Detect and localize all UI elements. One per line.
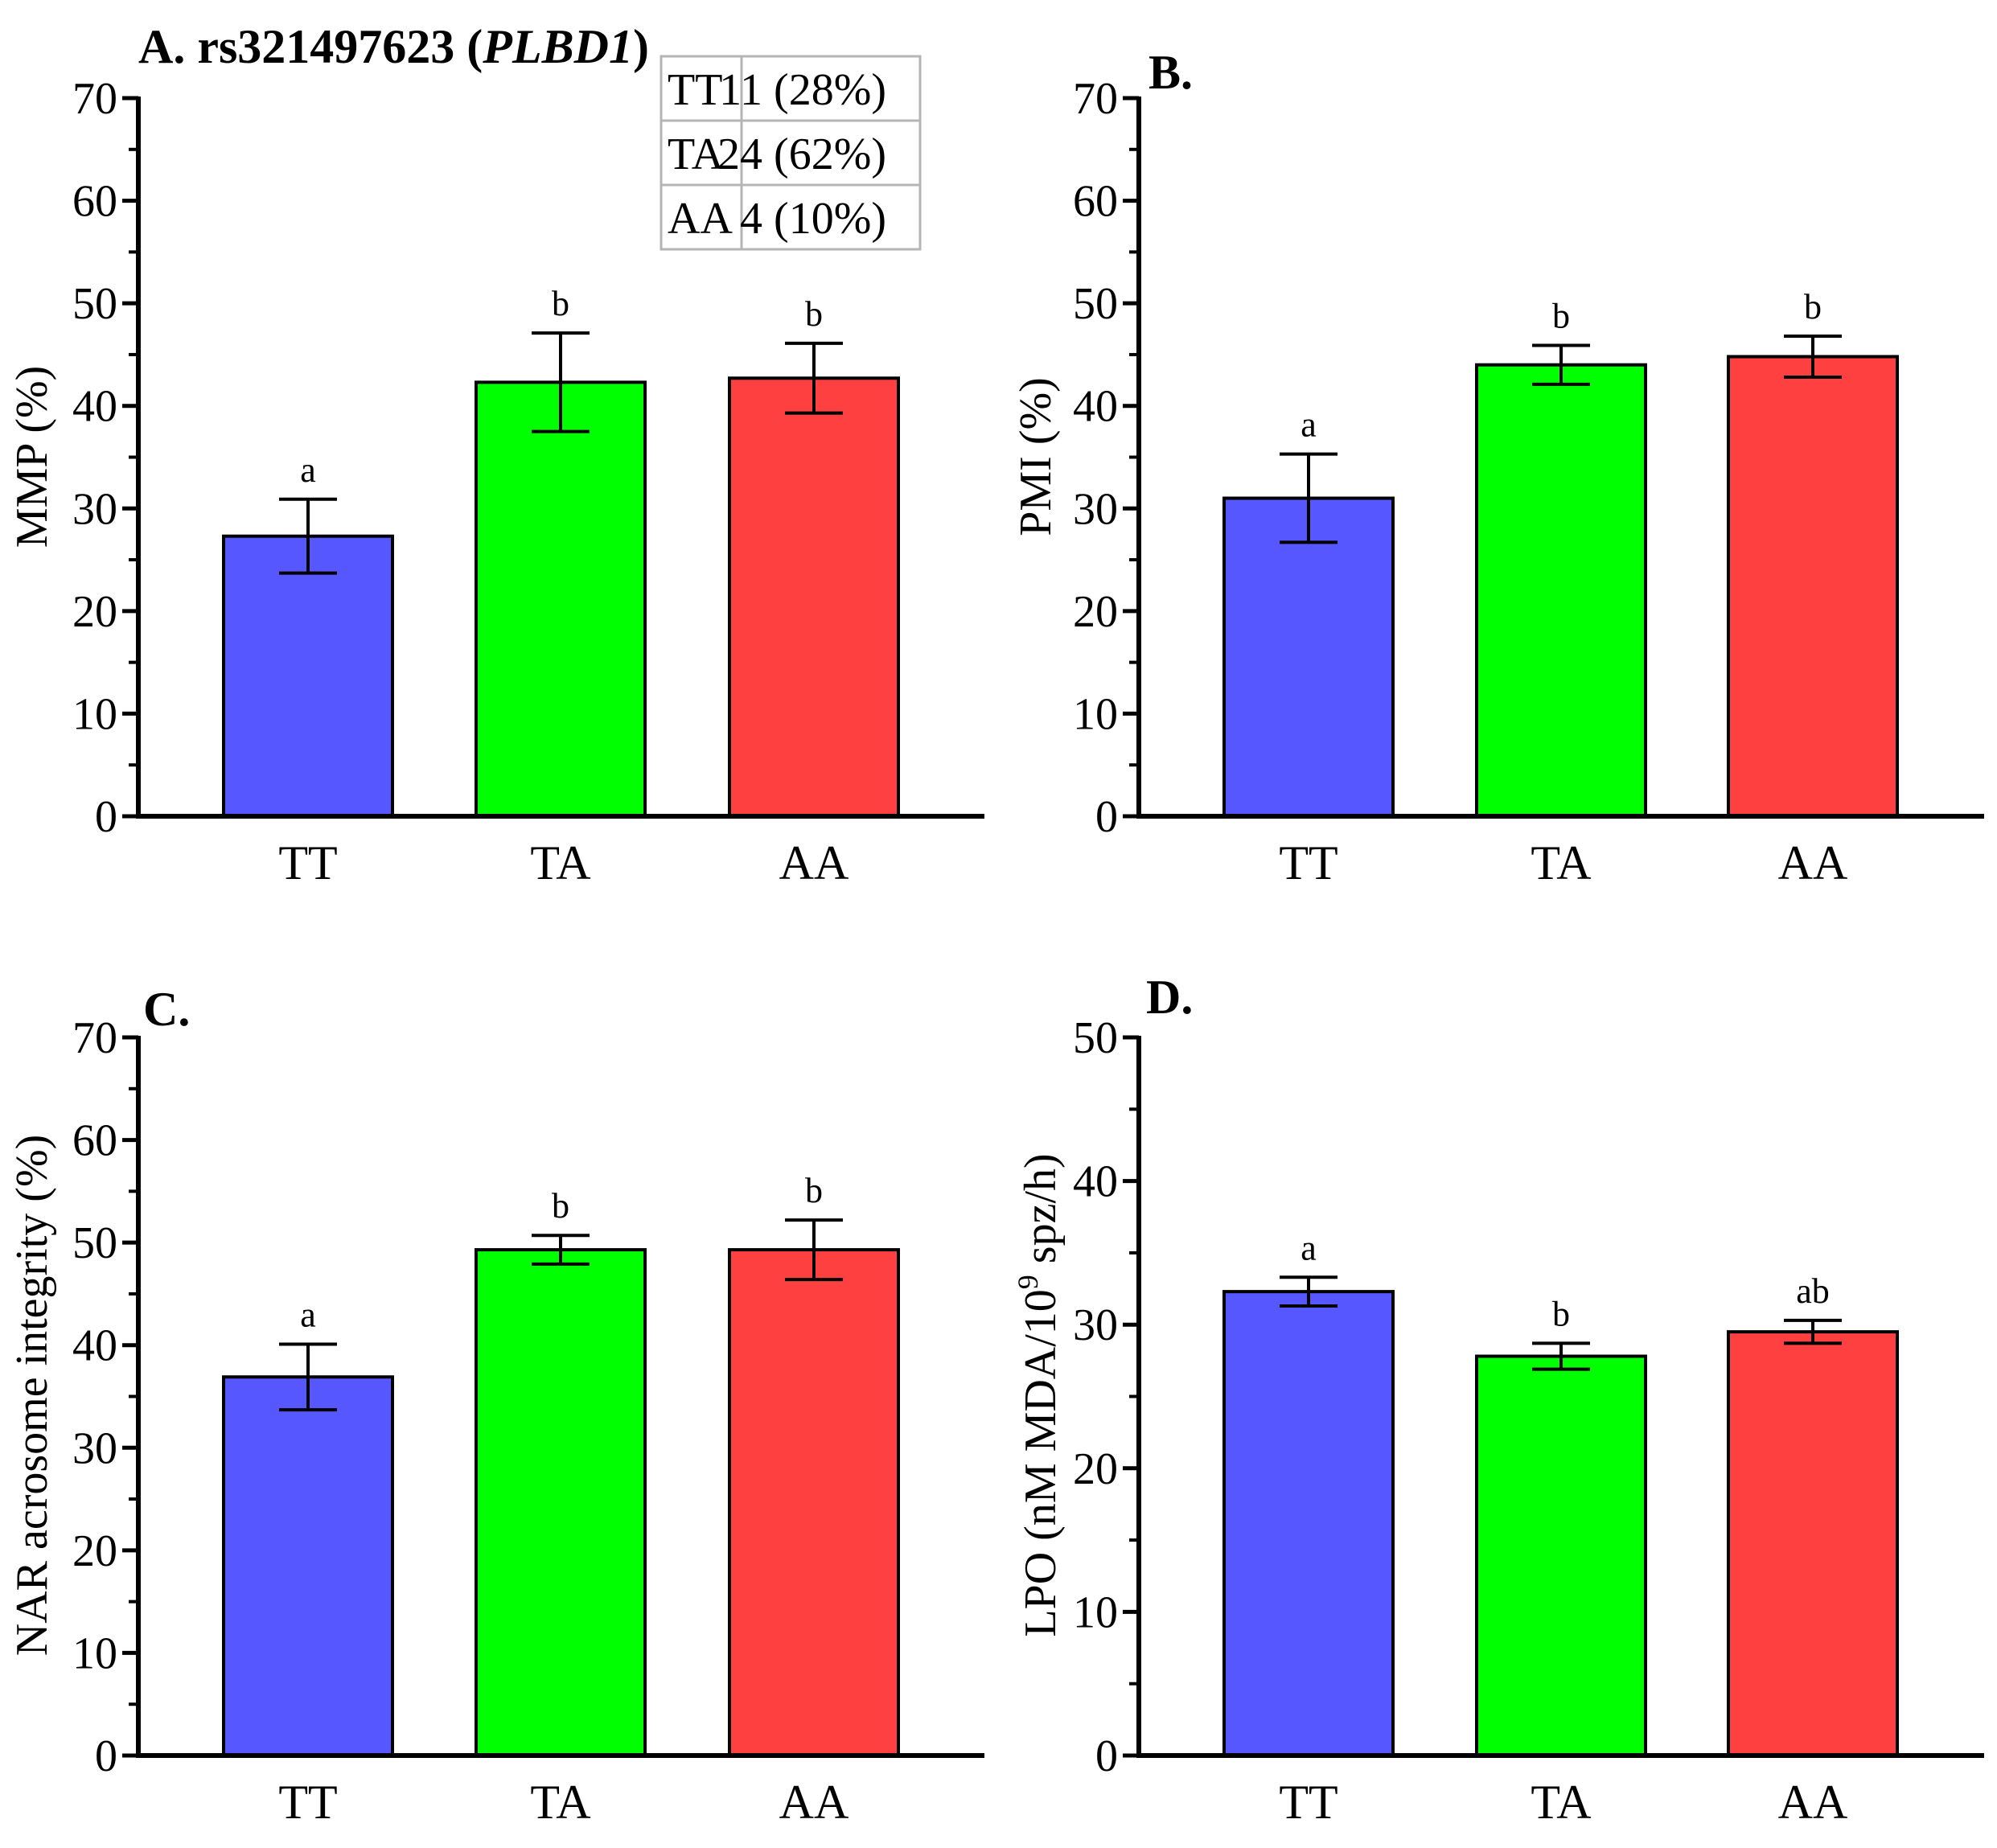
table-border [660, 55, 922, 251]
x-category-label: TT [278, 1776, 337, 1829]
bar-ta [475, 380, 647, 818]
bar-tt [222, 534, 394, 818]
y-tick-label: 60 [72, 1116, 117, 1166]
y-tick-label: 70 [72, 1013, 117, 1063]
table-cell-genotype: TT [668, 65, 722, 115]
y-tick-label: 40 [72, 1321, 117, 1371]
y-tick-label: 30 [72, 1423, 117, 1473]
panel-b-title: B. [1148, 46, 1193, 99]
bar-aa [728, 376, 900, 818]
significance-letter: b [805, 1171, 823, 1210]
y-tick-label: 0 [95, 792, 117, 842]
bar-tt [1222, 496, 1395, 818]
y-tick-label: 70 [72, 74, 117, 124]
y-tick-label: 10 [1073, 689, 1118, 739]
y-tick-label: 50 [1073, 1013, 1118, 1063]
panel-d-title: D. [1146, 971, 1193, 1024]
bar-tt [222, 1375, 394, 1758]
significance-letter: ab [1796, 1271, 1830, 1311]
x-category-label: AA [1778, 1776, 1848, 1829]
bar-aa [728, 1248, 900, 1757]
bar-aa [1727, 1330, 1899, 1757]
x-category-label: TA [530, 1776, 590, 1829]
significance-letter: a [300, 450, 316, 490]
y-tick-label: 20 [1073, 1444, 1118, 1494]
x-category-label: TT [1279, 1776, 1337, 1829]
y-tick-label: 10 [72, 1628, 117, 1678]
panel-a: A. rs321497623 (PLBD1) MMP (%) 0 10 20 30 40… [7, 20, 984, 889]
table-cell-genotype: AA [668, 194, 733, 244]
bar-ta [1475, 363, 1647, 818]
bar-aa [1727, 355, 1899, 819]
y-tick-label: 10 [72, 689, 117, 739]
significance-letter: b [805, 294, 823, 334]
y-tick-label: 30 [1073, 1300, 1118, 1350]
x-category-label: TA [530, 836, 590, 889]
y-tick-label: 50 [72, 1218, 117, 1268]
y-tick-label: 0 [1095, 792, 1118, 842]
x-category-label: TA [1531, 836, 1591, 889]
panel-d-plot: 0 10 20 30 40 50 a TT b TA ab AA [1073, 1013, 1984, 1829]
significance-letter: b [1804, 287, 1822, 326]
panel-c-title: C. [143, 983, 190, 1036]
y-tick-label: 10 [1073, 1587, 1118, 1637]
y-tick-label: 0 [1095, 1731, 1118, 1781]
y-tick-label: 40 [1073, 382, 1118, 432]
y-tick-label: 60 [1073, 177, 1118, 227]
bar-ta [1475, 1354, 1647, 1757]
y-tick-label: 30 [1073, 484, 1118, 534]
bar-ta [475, 1248, 647, 1757]
table-cell-count: 24 (62%) [717, 129, 886, 179]
x-category-label: AA [779, 836, 849, 889]
panel-c-plot: 0 10 20 30 40 50 60 70 a TT b TA b AA [72, 1013, 984, 1829]
panel-c: C. NAR acrosome integrity (%) 0 10 20 30 40 5… [7, 983, 984, 1829]
table-cell-count: 11 (28%) [719, 65, 886, 115]
y-tick-label: 60 [72, 177, 117, 227]
significance-letter: b [1552, 1294, 1570, 1333]
x-category-label: TT [278, 836, 337, 889]
panel-b-ylabel: PMI (%) [1011, 377, 1061, 536]
y-tick-label: 40 [1073, 1157, 1118, 1207]
panel-d-ylabel: LPO (nM MDA/109 spz/h) [1012, 1153, 1066, 1637]
significance-letter: b [552, 1186, 569, 1226]
y-tick-label: 50 [72, 279, 117, 329]
y-tick-label: 30 [72, 484, 117, 534]
bar-tt [1222, 1290, 1395, 1757]
y-tick-label: 40 [72, 382, 117, 432]
significance-letter: a [1301, 1228, 1317, 1267]
y-tick-label: 50 [1073, 279, 1118, 329]
significance-letter: a [1301, 405, 1317, 445]
panel-a-ylabel: MMP (%) [7, 366, 57, 548]
x-category-label: TT [1279, 836, 1337, 889]
x-category-label: TA [1531, 1776, 1591, 1829]
y-tick-label: 20 [1073, 587, 1118, 637]
significance-letter: b [552, 284, 569, 323]
panel-c-ylabel: NAR acrosome integrity (%) [7, 1135, 57, 1656]
panel-a-title: A. rs321497623 (PLBD1) [138, 20, 649, 73]
significance-letter: a [300, 1295, 316, 1334]
panel-b-plot: 0 10 20 30 40 50 60 70 a TT b TA b AA [1073, 74, 1984, 889]
panel-a-plot: 0 10 20 30 40 50 60 70 a TT b TA b AA [72, 74, 984, 889]
y-tick-label: 20 [72, 587, 117, 637]
table-cell-genotype: TA [668, 129, 725, 179]
panel-b: B. PMI (%) 0 10 20 30 40 50 60 70 a TT b TA b AA [1011, 46, 1984, 889]
x-category-label: AA [1778, 836, 1848, 889]
y-tick-label: 20 [72, 1526, 117, 1576]
x-category-label: AA [779, 1776, 849, 1829]
significance-letter: b [1552, 296, 1570, 335]
y-tick-label: 0 [95, 1731, 117, 1781]
table-cell-count: 4 (10%) [740, 194, 886, 244]
y-tick-label: 70 [1073, 74, 1118, 124]
genotype-count-table: TT 11 (28%) TA 24 (62%) AA 4 (10%) [660, 55, 922, 251]
panel-d: D. LPO (nM MDA/109 spz/h) 0 10 20 30 40 50 a TT… [1012, 971, 1984, 1829]
